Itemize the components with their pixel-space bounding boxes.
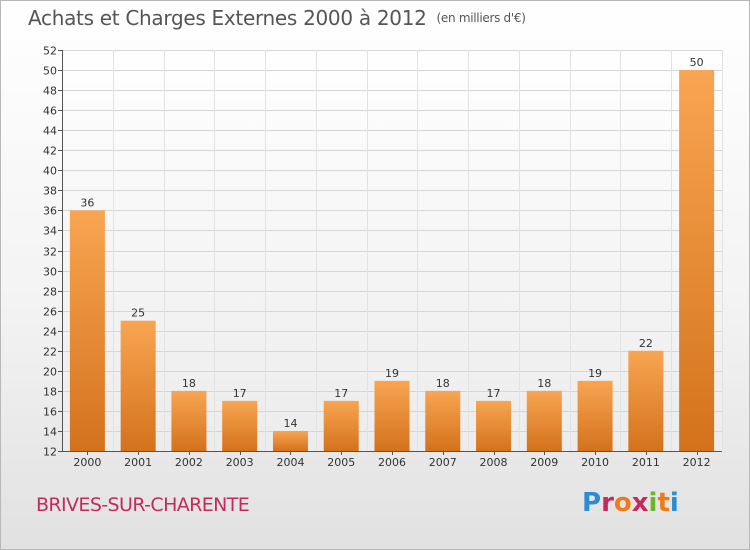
data-label-2012: 50 <box>690 56 704 69</box>
data-label-2009: 18 <box>537 377 551 390</box>
y-tick-label: 14 <box>43 426 57 439</box>
bar-2007 <box>425 390 461 451</box>
data-label-2000: 36 <box>80 196 94 209</box>
x-tick-label-2008: 2008 <box>480 456 508 469</box>
y-tick-label: 48 <box>43 85 57 98</box>
y-tick-label: 22 <box>43 346 57 359</box>
x-tick-label-2003: 2003 <box>226 456 254 469</box>
y-tick-label: 20 <box>43 366 57 379</box>
bar-2001 <box>120 320 156 451</box>
y-tick-label: 44 <box>43 125 57 138</box>
proxiti-logo: Proxiti <box>582 488 679 518</box>
data-label-2006: 19 <box>385 367 399 380</box>
chart-title: Achats et Charges Externes 2000 à 2012 (e… <box>28 6 526 30</box>
y-axis: 12 14 16 18 20 22 24 26 28 30 32 34 36 38 40 42 44 46 48 50… <box>43 45 63 459</box>
bars-group <box>69 70 715 452</box>
commune-name: BRIVES-SUR-CHARENTE <box>36 494 250 516</box>
bar-2006 <box>374 380 410 451</box>
bar-2002 <box>171 390 207 451</box>
y-tick-label: 12 <box>43 446 57 459</box>
x-tick-label-2010: 2010 <box>581 456 609 469</box>
bar-2011 <box>628 350 664 451</box>
y-tick-label: 24 <box>43 326 57 339</box>
data-label-2011: 22 <box>639 337 653 350</box>
x-axis: 2000 2001 2002 2003 2004 2005 2006 2007 2008 2009… <box>62 451 722 469</box>
chart-title-text: Achats et Charges Externes 2000 à 2012 <box>28 6 427 30</box>
x-tick-label-2011: 2011 <box>632 456 660 469</box>
x-tick-label-2001: 2001 <box>124 456 152 469</box>
x-tick-label-2005: 2005 <box>327 456 355 469</box>
y-tick-label: 30 <box>43 266 57 279</box>
x-tick-label-2000: 2000 <box>73 456 101 469</box>
data-label-2008: 17 <box>487 387 501 400</box>
data-label-2002: 18 <box>182 377 196 390</box>
chart-unit-label: (en milliers d'€) <box>436 11 526 25</box>
bar-2000 <box>69 210 105 451</box>
x-tick-label-2002: 2002 <box>175 456 203 469</box>
x-tick-label-2007: 2007 <box>429 456 457 469</box>
y-tick-label: 32 <box>43 246 57 259</box>
x-tick-label-2009: 2009 <box>530 456 558 469</box>
y-tick-label: 50 <box>43 65 57 78</box>
y-tick-label: 34 <box>43 225 57 238</box>
y-tick-label: 46 <box>43 105 57 118</box>
bar-2005 <box>323 400 359 451</box>
y-tick-label: 52 <box>43 45 57 58</box>
x-tick-label-2012: 2012 <box>683 456 711 469</box>
x-tick-label-2006: 2006 <box>378 456 406 469</box>
data-label-2005: 17 <box>334 387 348 400</box>
y-tick-label: 40 <box>43 165 57 178</box>
bar-2010 <box>577 380 613 451</box>
data-label-2001: 25 <box>131 307 145 320</box>
data-label-2010: 19 <box>588 367 602 380</box>
x-tick-label-2004: 2004 <box>276 456 304 469</box>
y-tick-label: 16 <box>43 406 57 419</box>
y-tick-label: 28 <box>43 286 57 299</box>
bar-2004 <box>272 430 308 451</box>
y-tick-label: 18 <box>43 386 57 399</box>
y-tick-label: 36 <box>43 205 57 218</box>
bar-2003 <box>222 400 258 451</box>
data-label-2004: 14 <box>283 417 297 430</box>
bar-2008 <box>476 400 512 451</box>
y-tick-label: 26 <box>43 306 57 319</box>
bar-2009 <box>526 390 562 451</box>
y-tick-label: 38 <box>43 185 57 198</box>
bar-2012 <box>679 70 715 452</box>
y-tick-label: 42 <box>43 145 57 158</box>
data-labels: 36 25 18 17 14 17 19 18 17 18 19 22 50 <box>80 56 703 430</box>
data-label-2007: 18 <box>436 377 450 390</box>
data-label-2003: 17 <box>233 387 247 400</box>
